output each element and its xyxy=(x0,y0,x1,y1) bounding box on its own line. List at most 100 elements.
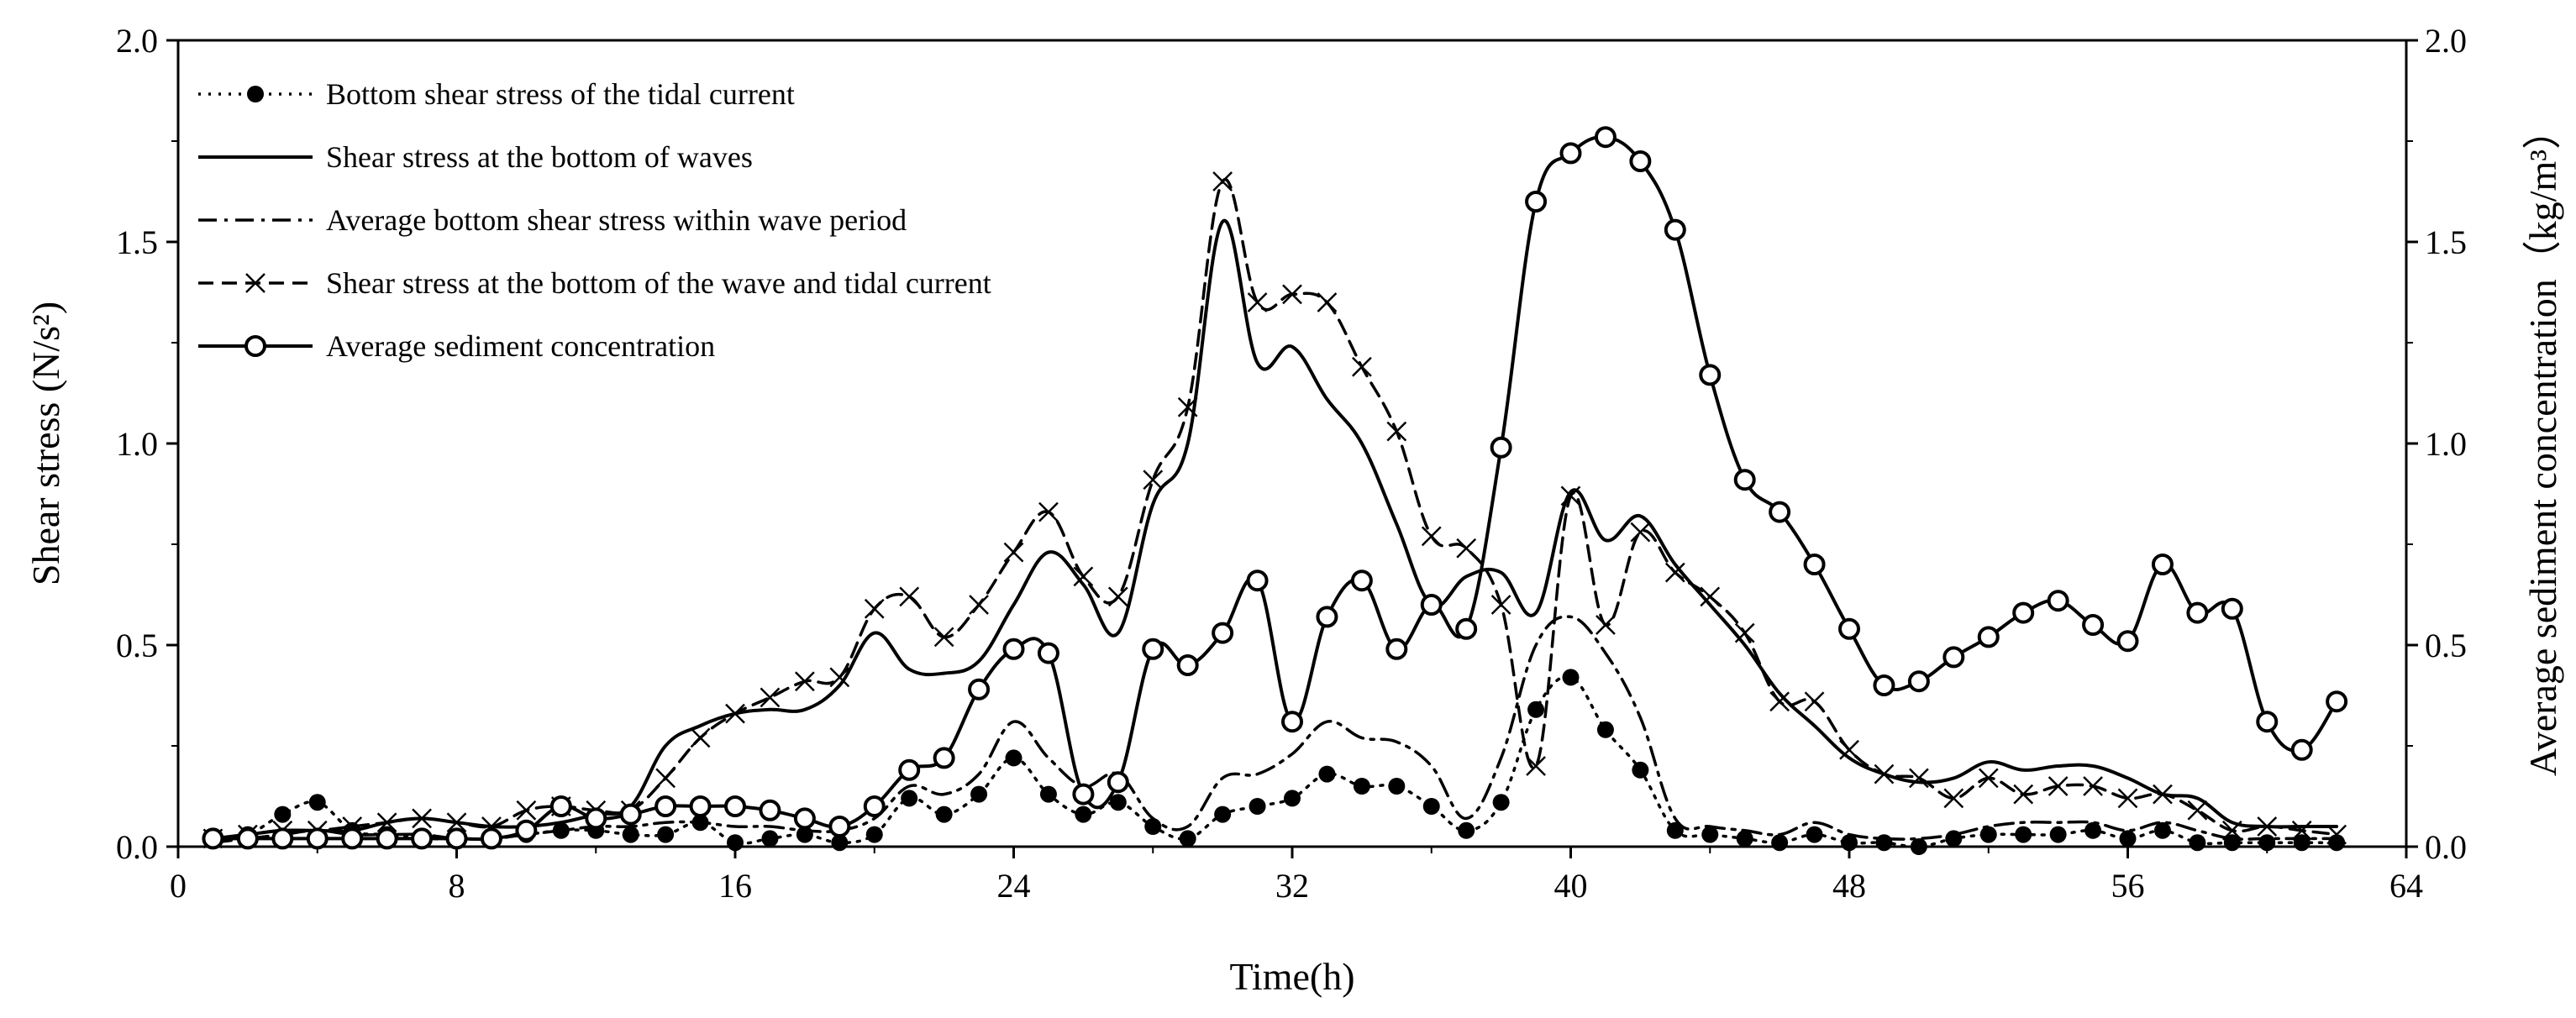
data-point xyxy=(1806,826,1823,843)
data-point xyxy=(1874,764,1895,784)
data-point xyxy=(1176,654,1199,676)
data-point xyxy=(515,819,538,842)
x-tick-label: 48 xyxy=(1832,867,1866,905)
data-point xyxy=(412,808,432,829)
data-point xyxy=(2012,601,2035,624)
data-point xyxy=(1212,622,1234,644)
data-point xyxy=(831,834,849,852)
data-point xyxy=(1596,615,1616,635)
data-point xyxy=(1386,421,1407,442)
data-point xyxy=(935,805,953,823)
series-2 xyxy=(211,218,2339,841)
data-point xyxy=(1839,739,1859,760)
data-point xyxy=(2015,826,2032,843)
axes-layer: 0 8 16 24 32 40 48 56 640.00.51.01.52.00.00.51.0… xyxy=(116,22,2467,905)
data-point xyxy=(1249,798,1266,815)
data-point xyxy=(1699,364,1722,386)
data-point xyxy=(1039,785,1057,803)
data-point xyxy=(899,586,920,607)
data-point xyxy=(2013,784,2034,805)
data-point xyxy=(446,812,467,833)
legend-marker xyxy=(247,86,264,102)
x-tick-label: 24 xyxy=(997,867,1031,905)
data-point xyxy=(759,799,781,821)
data-point xyxy=(1838,617,1860,640)
legend: Bottom shear stress of the tidal current… xyxy=(198,77,991,363)
data-point xyxy=(2221,820,2242,841)
data-point xyxy=(1005,749,1023,767)
data-point xyxy=(1385,638,1408,660)
data-point xyxy=(2291,820,2312,841)
data-point xyxy=(1107,586,1128,607)
data-point xyxy=(274,805,292,823)
data-point xyxy=(2257,816,2278,837)
data-point xyxy=(1908,768,1929,789)
data-point xyxy=(968,678,991,701)
y-tick-label: 0.5 xyxy=(116,627,158,664)
data-point xyxy=(655,768,676,789)
data-point xyxy=(865,826,883,843)
series-5 xyxy=(202,126,2348,850)
data-point xyxy=(1804,691,1825,712)
data-point xyxy=(1316,606,1338,628)
data-point xyxy=(1907,670,1930,693)
data-point xyxy=(1841,834,1858,852)
data-point xyxy=(619,803,642,826)
x-tick-label: 40 xyxy=(1554,867,1588,905)
data-point xyxy=(1037,642,1059,664)
data-point xyxy=(202,827,224,850)
y2-tick-label: 2.0 xyxy=(2425,22,2467,60)
data-point xyxy=(969,595,989,615)
data-point xyxy=(1733,469,1756,491)
data-point xyxy=(1943,646,1965,669)
legend-label: Bottom shear stress of the tidal current xyxy=(326,77,795,111)
data-point xyxy=(1492,794,1510,811)
data-point xyxy=(1144,818,1162,835)
data-point xyxy=(1594,126,1617,149)
y-tick-label: 1.0 xyxy=(116,425,158,463)
legend-item: Average sediment concentration xyxy=(198,329,715,363)
data-point xyxy=(1317,292,1338,312)
data-point xyxy=(1388,778,1406,795)
y2-tick-label: 1.0 xyxy=(2425,425,2467,463)
legend-label: Shear stress at the bottom of the wave a… xyxy=(326,266,991,300)
data-point xyxy=(1875,834,1893,852)
legend-label: Average bottom shear stress within wave … xyxy=(326,203,907,237)
data-point xyxy=(1458,821,1475,839)
series-3 xyxy=(211,615,2338,844)
data-point xyxy=(1282,284,1302,305)
data-point xyxy=(933,747,955,769)
data-point xyxy=(1632,761,1649,779)
data-point xyxy=(1179,830,1196,847)
y2-tick-label: 0.5 xyxy=(2425,627,2467,664)
data-point xyxy=(376,812,397,833)
data-point xyxy=(1456,538,1477,559)
data-point xyxy=(1073,566,1094,587)
data-point xyxy=(1666,821,1684,839)
x-tick-label: 64 xyxy=(2389,867,2423,905)
data-point xyxy=(2290,738,2313,761)
data-point xyxy=(1107,771,1129,794)
data-point xyxy=(1072,783,1095,805)
data-point xyxy=(2151,554,2174,575)
y2-tick-label: 1.5 xyxy=(2425,223,2467,261)
data-point xyxy=(1351,356,1372,377)
data-point xyxy=(376,827,398,850)
data-point xyxy=(690,727,711,748)
data-point xyxy=(970,785,988,803)
series-line xyxy=(211,218,2339,841)
data-point xyxy=(1353,778,1370,795)
legend-marker xyxy=(245,273,265,293)
data-point xyxy=(411,827,434,850)
data-point xyxy=(1490,436,1512,459)
data-point xyxy=(828,816,851,837)
data-point xyxy=(2256,711,2279,733)
data-point xyxy=(898,758,921,781)
series-line xyxy=(211,615,2338,844)
legend-item: Shear stress at the bottom of the wave a… xyxy=(198,266,991,300)
data-point xyxy=(1177,396,1198,417)
data-point xyxy=(445,827,468,850)
data-point xyxy=(1143,470,1164,491)
data-point xyxy=(1490,595,1511,615)
